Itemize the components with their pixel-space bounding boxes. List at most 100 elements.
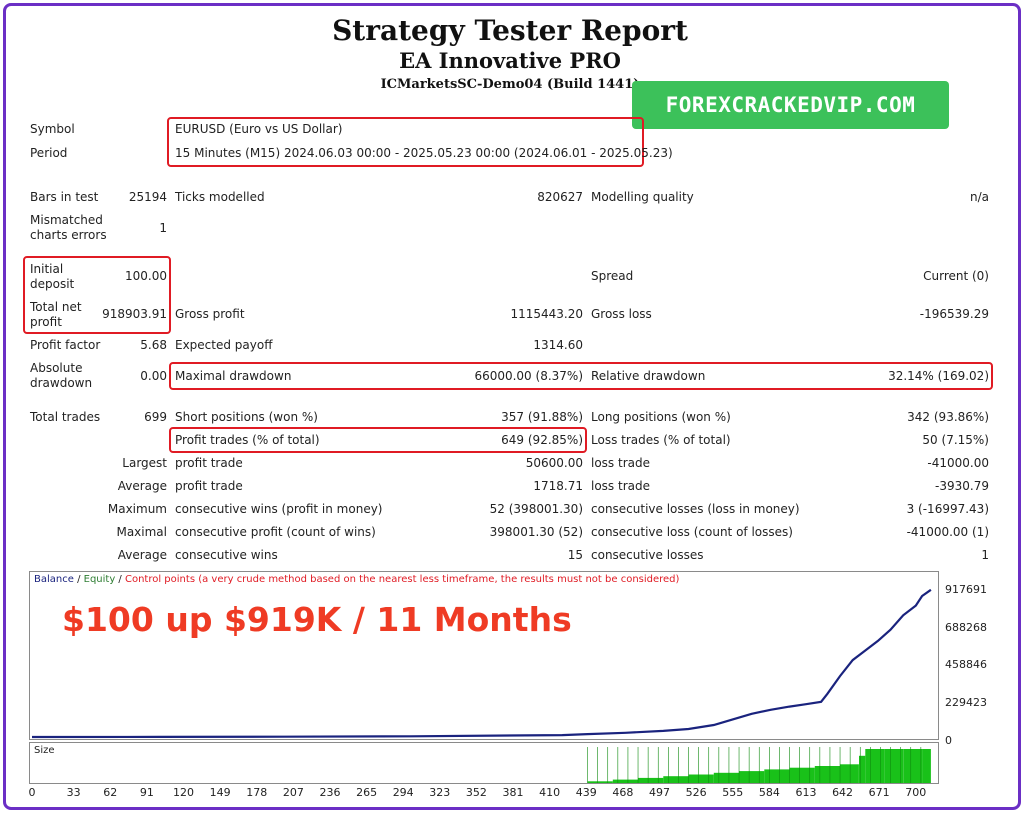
period-label: Period — [30, 146, 68, 160]
profit-trades-label: Profit trades (% of total) — [175, 433, 320, 447]
highlight-symbol-period — [167, 117, 644, 167]
reldd-label: Relative drawdown — [591, 369, 706, 383]
netprofit-value: 918903.91 — [102, 307, 167, 321]
mismatch-value: 1 — [159, 221, 167, 235]
largest-loss-value: -41000.00 — [927, 456, 989, 470]
size-bar — [587, 781, 613, 783]
size-label: Size — [34, 745, 55, 756]
deposit-value: 100.00 — [125, 269, 167, 283]
balance-chart — [29, 571, 939, 740]
xtick-label: 613 — [795, 786, 817, 799]
largest-profit-label: profit trade — [175, 456, 243, 470]
ticks-value: 820627 — [537, 190, 583, 204]
quality-label: Modelling quality — [591, 190, 694, 204]
size-bar — [814, 766, 841, 783]
grossloss-value: -196539.29 — [919, 307, 989, 321]
avg-consec-wins-label: consecutive wins — [175, 548, 278, 562]
largest-loss-label: loss trade — [591, 456, 650, 470]
size-bar — [688, 774, 714, 783]
size-bar — [859, 755, 866, 783]
short-value: 357 (91.88%) — [501, 410, 583, 424]
symbol-label: Symbol — [30, 122, 75, 136]
netprofit-label-1: Total net — [30, 300, 82, 314]
size-bar — [865, 749, 885, 783]
max-wins-label: consecutive wins (profit in money) — [175, 502, 383, 516]
maximal-profit-value: 398001.30 (52) — [489, 525, 583, 539]
maxdd-label: Maximal drawdown — [175, 369, 292, 383]
maximal-loss-value: -41000.00 (1) — [906, 525, 989, 539]
pf-label: Profit factor — [30, 338, 101, 352]
size-bar — [739, 771, 765, 783]
size-bar — [713, 772, 740, 783]
short-label: Short positions (won %) — [175, 410, 318, 424]
xtick-label: 410 — [539, 786, 561, 799]
ytick-2: 458846 — [945, 658, 987, 671]
avg-consec-label: Average — [117, 548, 167, 562]
maxdd-value: 66000.00 (8.37%) — [474, 369, 583, 383]
xtick-label: 178 — [246, 786, 268, 799]
grossloss-label: Gross loss — [591, 307, 652, 321]
largest-label: Largest — [122, 456, 167, 470]
server-build: ICMarketsSC-Demo04 (Build 1441) — [380, 77, 640, 92]
xtick-label: 294 — [392, 786, 414, 799]
loss-trades-value: 50 (7.15%) — [922, 433, 989, 447]
average-profit-label: profit trade — [175, 479, 243, 493]
maximum-label: Maximum — [107, 502, 167, 516]
netprofit-label-2: profit — [30, 315, 62, 329]
payoff-value: 1314.60 — [533, 338, 583, 352]
legend-equity: Equity — [83, 574, 116, 585]
xtick-label: 381 — [502, 786, 524, 799]
profit-trades-value: 649 (92.85%) — [501, 433, 583, 447]
legend-control-points: Control points (a very crude method base… — [124, 574, 680, 585]
average-profit-value: 1718.71 — [533, 479, 583, 493]
size-bar — [663, 776, 689, 783]
highlight-drawdown — [169, 362, 993, 390]
highlight-deposit-profit — [23, 256, 171, 334]
average-label: Average — [117, 479, 167, 493]
symbol-value: EURUSD (Euro vs US Dollar) — [175, 122, 343, 136]
max-losses-label: consecutive losses (loss in money) — [591, 502, 800, 516]
xtick-label: 555 — [722, 786, 744, 799]
trades-label: Total trades — [30, 410, 101, 424]
xtick-label: 526 — [685, 786, 707, 799]
long-value: 342 (93.86%) — [907, 410, 989, 424]
average-loss-label: loss trade — [591, 479, 650, 493]
trades-value: 699 — [144, 410, 167, 424]
xtick-label: 439 — [575, 786, 597, 799]
avg-consec-wins-value: 15 — [567, 548, 583, 562]
quality-value: n/a — [969, 190, 989, 204]
grossprofit-label: Gross profit — [175, 307, 245, 321]
mismatch-label-2: charts errors — [30, 228, 107, 242]
max-losses-value: 3 (-16997.43) — [906, 502, 989, 516]
xtick-label: 207 — [282, 786, 304, 799]
size-bar — [884, 749, 904, 783]
spread-value: Current (0) — [923, 269, 989, 283]
bars-label: Bars in test — [30, 190, 99, 204]
xtick-label: 265 — [356, 786, 378, 799]
balance-chart-svg — [31, 588, 932, 739]
highlight-profit-trades — [169, 427, 587, 453]
report-title: Strategy Tester Report — [332, 14, 688, 47]
xtick-label: 149 — [209, 786, 231, 799]
bars-value: 25194 — [128, 190, 167, 204]
absdd-label-2: drawdown — [30, 376, 93, 390]
maximal-label: Maximal — [116, 525, 167, 539]
xtick-label: 352 — [465, 786, 487, 799]
period-value: 15 Minutes (M15) 2024.06.03 00:00 - 2025… — [175, 146, 673, 160]
ytick-4: 0 — [945, 734, 952, 747]
maximal-profit-label: consecutive profit (count of wins) — [175, 525, 376, 539]
xtick-label: 700 — [905, 786, 927, 799]
avg-consec-losses-label: consecutive losses — [591, 548, 704, 562]
legend-separator-1: / — [73, 574, 84, 585]
size-bar — [612, 779, 639, 783]
size-bar — [840, 764, 859, 783]
ytick-1: 688268 — [945, 621, 987, 634]
largest-profit-value: 50600.00 — [525, 456, 583, 470]
ytick-3: 229423 — [945, 696, 987, 709]
absdd-label-1: Absolute — [30, 361, 83, 375]
size-bar — [638, 777, 664, 783]
max-wins-value: 52 (398001.30) — [489, 502, 583, 516]
spread-label: Spread — [591, 269, 634, 283]
grossprofit-value: 1115443.20 — [510, 307, 583, 321]
average-loss-value: -3930.79 — [935, 479, 989, 493]
